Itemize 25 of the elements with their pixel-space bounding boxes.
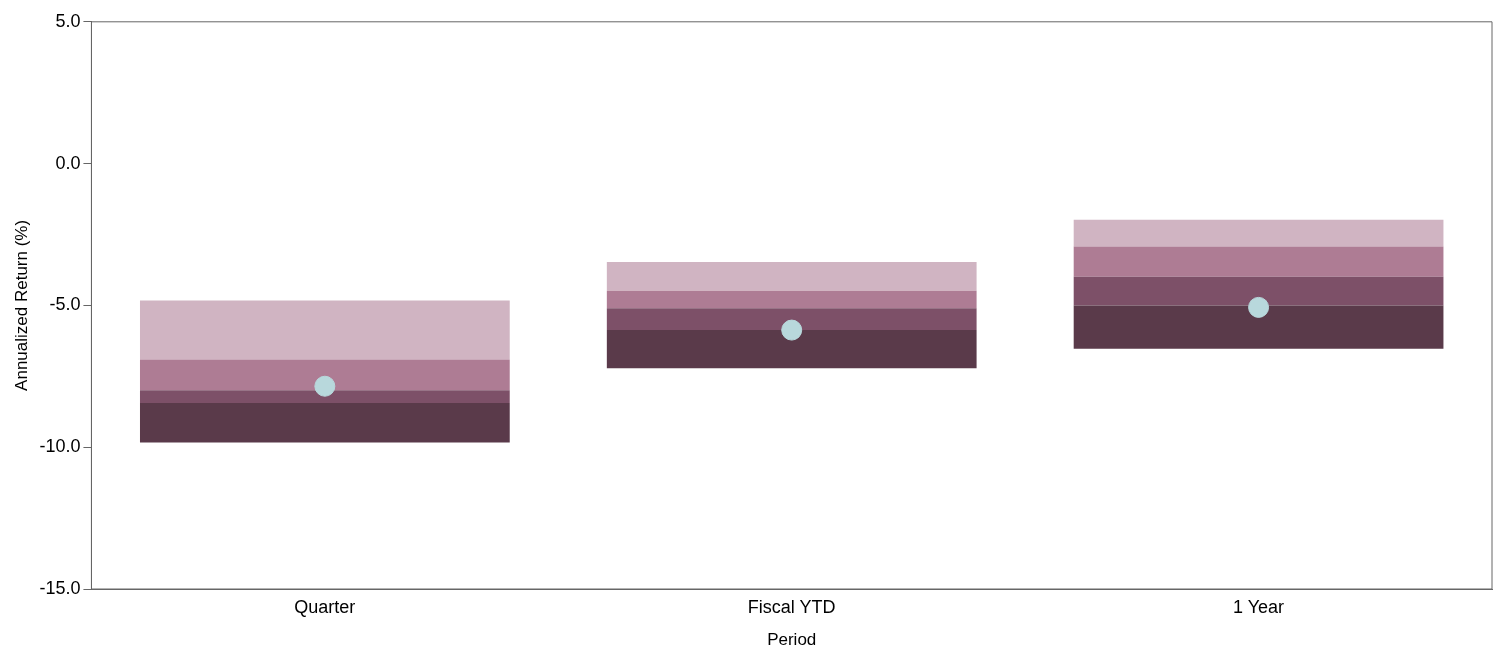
point: [781, 319, 803, 341]
y-tick-label: -15.0: [39, 577, 81, 598]
x-tick-label: Fiscal YTD: [747, 596, 836, 617]
x-tick-label: Quarter: [294, 596, 356, 617]
bar: [1073, 305, 1444, 349]
bar: [139, 300, 510, 360]
bar: [1073, 276, 1444, 306]
bar: [1073, 246, 1444, 277]
bar: [606, 262, 977, 291]
y-tick-label: -10.0: [39, 436, 81, 457]
bar: [139, 390, 510, 403]
point: [1248, 296, 1270, 318]
x-axis-title: Period: [767, 630, 817, 650]
x-tick-label: 1 Year: [1233, 596, 1285, 617]
bar: [1073, 219, 1444, 247]
bar: [606, 290, 977, 309]
bar: [139, 402, 510, 443]
y-axis-title: Annualized Return (%): [11, 219, 31, 391]
bar: [606, 330, 977, 369]
y-tick-label: 5.0: [55, 10, 81, 31]
y-tick-label: -5.0: [49, 294, 81, 315]
bar: [139, 359, 510, 391]
bar: [606, 308, 977, 331]
y-tick-label: 0.0: [55, 152, 81, 173]
point: [314, 375, 336, 397]
